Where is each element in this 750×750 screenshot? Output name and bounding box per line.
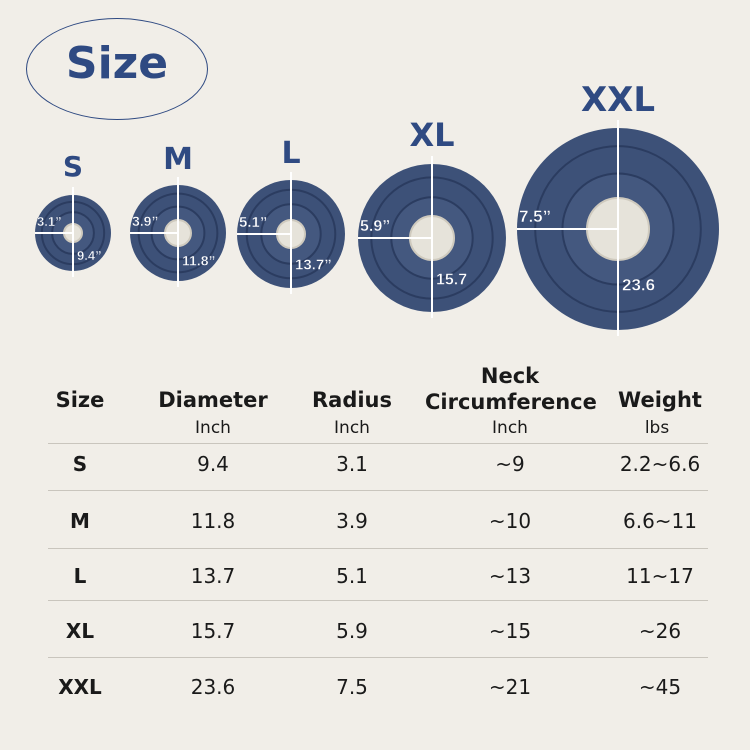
column-unit: Inch: [195, 418, 231, 438]
title-oval: [26, 18, 208, 120]
size-label-l: L: [281, 136, 301, 171]
table-cell: ~10: [488, 509, 532, 533]
row-divider: [48, 548, 708, 549]
row-size: S: [72, 452, 88, 476]
row-divider: [48, 600, 708, 601]
radius-label: 3.9”: [132, 213, 158, 229]
table-cell: 3.9: [336, 509, 368, 533]
table-cell: 9.4: [197, 452, 229, 476]
table-cell: ~9: [495, 452, 525, 476]
table-cell: 3.1: [336, 452, 368, 476]
table-cell: 23.6: [190, 675, 236, 699]
table-cell: 6.6~11: [622, 509, 698, 533]
table-cell: 5.9: [336, 619, 368, 643]
column-header: Weight: [618, 388, 702, 412]
table-cell: 11.8: [190, 509, 236, 533]
table-cell: ~13: [488, 564, 532, 588]
column-header: Diameter: [158, 388, 268, 412]
table-cell: ~15: [488, 619, 532, 643]
row-size: L: [73, 564, 87, 588]
column-header: Size: [55, 388, 105, 412]
diameter-label: 15.7: [436, 272, 467, 289]
table-cell: ~45: [638, 675, 682, 699]
table-cell: 11~17: [626, 564, 694, 588]
diameter-label: 11.8”: [182, 252, 215, 268]
table-cell: 15.7: [190, 619, 236, 643]
radius-label: 7.5”: [519, 207, 551, 226]
table-cell: 13.7: [190, 564, 236, 588]
table-cell: ~21: [488, 675, 532, 699]
size-label-xl: XL: [409, 116, 455, 154]
column-header: Radius: [311, 388, 393, 412]
diameter-label: 13.7”: [295, 257, 332, 274]
size-label-xxl: XXL: [580, 80, 656, 120]
size-label-m: M: [163, 142, 193, 177]
row-size: XL: [65, 619, 95, 643]
beds-svg: 3.1” 9.4” 3.9” 11.8” 5.1” 13.7” 5.9” 15.7 7.5” 23…: [35, 120, 719, 336]
diameter-label: 9.4”: [77, 248, 102, 263]
column-unit: Inch: [334, 418, 370, 438]
column-header: Neck Circumference: [425, 364, 597, 414]
row-divider: [48, 443, 708, 444]
row-size: M: [70, 509, 90, 533]
size-label-s: S: [62, 150, 84, 183]
table-cell: 5.1: [336, 564, 368, 588]
radius-label: 3.1”: [37, 214, 62, 229]
radius-label: 5.9”: [360, 218, 390, 235]
table-cell: 7.5: [336, 675, 368, 699]
column-unit: lbs: [644, 418, 670, 438]
table-cell: ~26: [638, 619, 682, 643]
page-title: Size: [65, 38, 169, 89]
table-cell: 2.2~6.6: [619, 452, 701, 476]
column-unit: Inch: [492, 418, 528, 438]
row-divider: [48, 490, 708, 491]
radius-label: 5.1”: [239, 214, 267, 231]
row-size: XXL: [58, 675, 102, 699]
diameter-label: 23.6: [622, 276, 655, 295]
row-divider: [48, 657, 708, 658]
